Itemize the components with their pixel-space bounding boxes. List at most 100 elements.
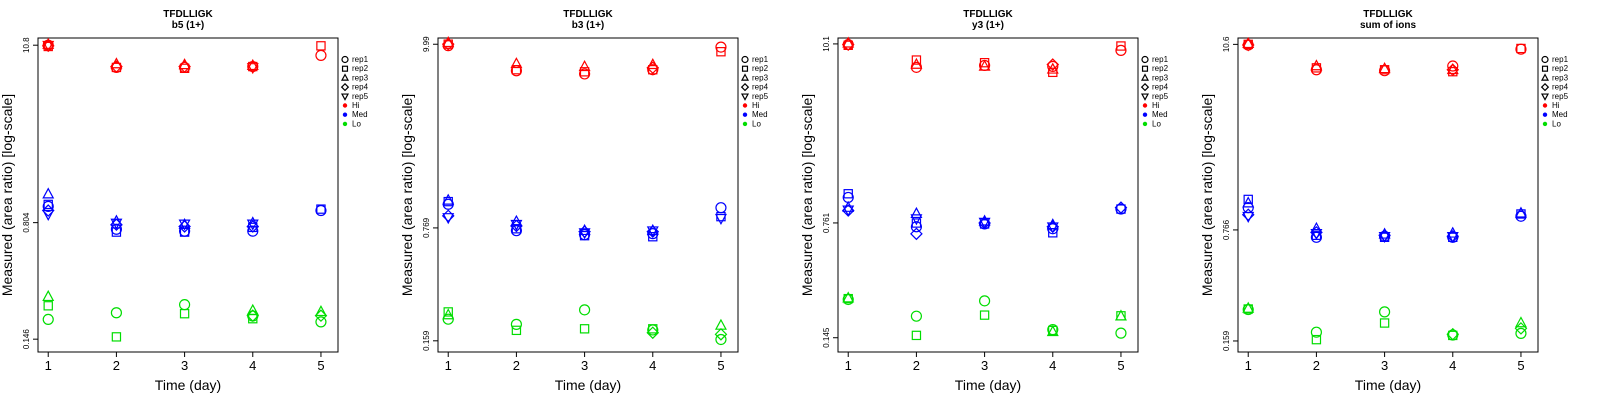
point-med-rep5 [1046, 222, 1059, 234]
legend-lo-label: Lo [752, 119, 761, 128]
point-med-rep5 [510, 219, 523, 231]
chart-subtitle: y3 (1+) [972, 20, 1004, 31]
point-hi-rep3 [1378, 62, 1391, 74]
point-hi-rep5 [246, 63, 259, 75]
point-lo-rep2 [979, 310, 990, 320]
point-med-rep4 [178, 220, 191, 233]
point-med-rep5 [246, 219, 259, 231]
point-lo-rep3 [1514, 316, 1527, 328]
legend-rep1-marker [1141, 55, 1149, 64]
legend-rep1-marker [341, 55, 349, 64]
point-hi-rep3 [978, 59, 991, 71]
point-med-rep2 [1243, 194, 1253, 205]
point-lo-rep1 [1115, 327, 1127, 339]
legend-rep3-label: rep3 [1552, 73, 1569, 82]
point-med-rep3 [910, 206, 923, 219]
point-hi-rep5 [42, 40, 55, 52]
point-hi-rep1 [1115, 44, 1127, 56]
point-med-rep1 [1115, 203, 1127, 215]
x-tick-label: 3 [581, 358, 588, 373]
legend-hi-label: Hi [752, 101, 760, 110]
point-lo-rep2 [911, 330, 922, 341]
point-med-rep5 [842, 205, 855, 217]
legend-rep1-label: rep1 [352, 55, 369, 64]
legend-rep2-marker [741, 65, 749, 72]
legend-rep1-marker [741, 55, 749, 64]
plot-frame [1237, 37, 1539, 353]
point-hi-rep3 [246, 58, 259, 71]
y-axis-label: Measured (area ratio) [log-scale] [399, 94, 415, 296]
point-med-rep5 [42, 209, 55, 221]
legend-rep4-marker [1540, 82, 1550, 92]
legend-rep4-label: rep4 [752, 83, 769, 92]
point-med-rep3 [1514, 206, 1527, 218]
x-tick-label: 4 [249, 358, 256, 373]
point-lo-rep2 [579, 324, 590, 334]
point-lo-rep3 [1114, 309, 1127, 321]
point-med-rep2 [1516, 209, 1526, 219]
legend-rep5-label: rep5 [352, 92, 369, 101]
point-med-rep1 [42, 200, 54, 212]
point-lo-rep3 [1046, 325, 1059, 337]
legend-lo-marker [1142, 121, 1148, 127]
point-lo-rep1 [978, 295, 991, 307]
plot-frame [437, 37, 739, 353]
point-hi-rep1 [1447, 60, 1459, 72]
point-med-rep1 [110, 223, 123, 235]
x-tick-label: 4 [1049, 358, 1056, 373]
point-lo-rep3 [842, 291, 855, 303]
legend-rep2-label: rep2 [352, 64, 369, 73]
legend-hi-label: Hi [352, 101, 360, 110]
point-med-rep3 [42, 187, 55, 199]
y-tick-label: 0.159 [422, 330, 431, 351]
point-lo-rep1 [1378, 306, 1391, 318]
point-lo-rep1 [110, 307, 123, 319]
point-med-rep5 [646, 226, 659, 238]
point-hi-rep4 [1046, 58, 1060, 71]
x-axis-label: Time (day) [1355, 377, 1421, 393]
legend-med-marker [1542, 112, 1548, 117]
point-hi-rep1 [715, 41, 727, 53]
point-lo-rep4 [714, 328, 728, 341]
point-lo-rep1 [315, 316, 327, 328]
point-lo-rep1 [178, 299, 191, 311]
point-med-rep3 [842, 200, 855, 212]
point-hi-rep1 [1047, 60, 1059, 72]
chart-title: TFDLLIGK [1363, 9, 1413, 20]
point-med-rep2 [579, 230, 590, 241]
point-hi-rep3 [1046, 62, 1059, 74]
legend-rep1-label: rep1 [752, 55, 769, 64]
point-lo-rep1 [715, 333, 727, 346]
point-lo-rep3 [442, 308, 455, 320]
point-med-rep3 [646, 223, 659, 236]
point-lo-rep3 [1242, 301, 1255, 313]
legend-med-marker [742, 112, 748, 117]
point-hi-rep1 [578, 68, 591, 80]
point-med-rep1 [715, 202, 727, 214]
legend-lo-label: Lo [1552, 119, 1561, 128]
point-lo-rep2 [843, 293, 853, 304]
x-tick-label: 2 [113, 358, 120, 373]
point-med-rep5 [442, 213, 455, 225]
point-lo-rep2 [511, 325, 522, 336]
legend-rep2-marker [341, 65, 349, 72]
point-lo-rep3 [714, 318, 727, 330]
x-tick-label: 1 [445, 358, 452, 373]
point-lo-rep2 [1379, 318, 1390, 328]
point-lo-rep2 [179, 308, 190, 319]
point-med-rep5 [910, 214, 923, 226]
plot-frame [37, 37, 339, 353]
legend-rep4-marker [340, 82, 350, 92]
x-tick-label: 5 [317, 358, 324, 373]
y-tick-label: 0.145 [822, 327, 831, 348]
chart-subtitle: sum of ions [1360, 20, 1417, 31]
legend-rep3-label: rep3 [352, 73, 369, 82]
point-hi-rep4 [110, 60, 123, 73]
legend-rep4-label: rep4 [1552, 83, 1569, 92]
x-axis-label: Time (day) [955, 377, 1021, 393]
y-tick-label: 10.1 [822, 36, 831, 52]
legend-rep5-marker [340, 93, 350, 101]
